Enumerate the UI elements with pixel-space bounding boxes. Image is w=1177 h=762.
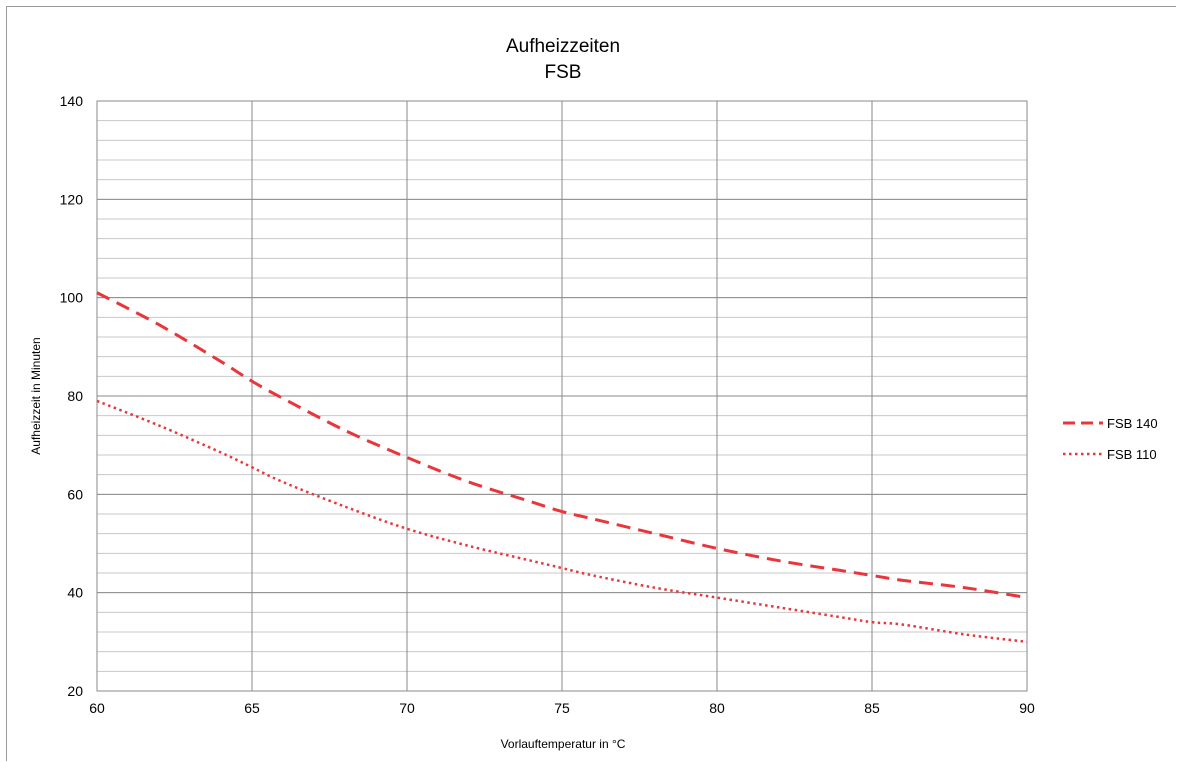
x-axis-label: Vorlauftemperatur in °C	[501, 737, 626, 751]
series-lines	[96, 291, 1028, 644]
x-tick-label: 70	[399, 700, 415, 716]
y-tick-label: 80	[67, 388, 83, 404]
x-tick-label: 60	[89, 700, 105, 716]
chart-title: Aufheizzeiten	[506, 36, 620, 57]
y-axis-label: Aufheizzeit in Minuten	[29, 337, 43, 454]
y-tick-label: 40	[67, 585, 83, 601]
legend-label: FSB 110	[1107, 447, 1157, 462]
chart-subtitle: FSB	[545, 62, 582, 83]
x-axis-ticks: 60 65 70 75 80 85 90	[89, 700, 1035, 716]
legend-label: FSB 140	[1107, 416, 1158, 431]
legend: FSB 140 FSB 110	[1063, 416, 1158, 462]
series-line-fsb-140	[96, 291, 1028, 600]
plot-area	[96, 100, 1028, 692]
x-tick-label: 75	[554, 700, 570, 716]
x-tick-label: 80	[709, 700, 725, 716]
series-line-fsb-110	[96, 399, 1028, 644]
chart-frame	[6, 6, 1176, 761]
x-tick-label: 85	[864, 700, 880, 716]
y-tick-label: 20	[67, 683, 83, 699]
grid	[96, 100, 1028, 692]
y-tick-label: 140	[60, 93, 84, 109]
y-tick-label: 60	[67, 486, 83, 502]
y-tick-label: 120	[60, 191, 84, 207]
x-tick-label: 65	[244, 700, 260, 716]
x-tick-label: 90	[1019, 700, 1035, 716]
y-tick-label: 100	[60, 290, 84, 306]
y-axis-ticks: 20 40 60 80 100 120 140	[60, 93, 84, 699]
